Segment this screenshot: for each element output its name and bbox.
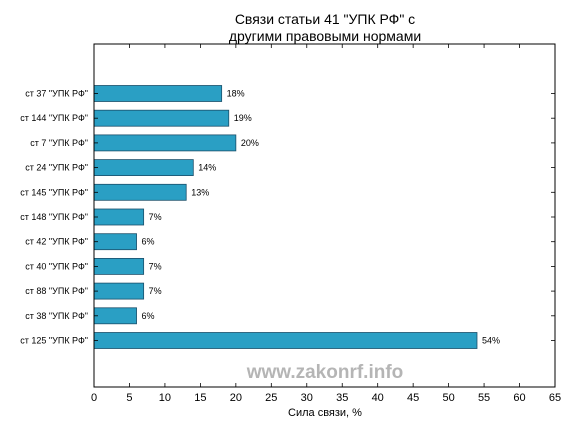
plot-area: ст 37 "УПК РФ" 18% ст 144 "УПК РФ" 19% ст 7 … (20, 43, 561, 404)
data-label: 6% (142, 237, 155, 247)
data-label: 7% (149, 261, 162, 271)
x-tick-label: 5 (126, 392, 132, 404)
x-tick-label: 50 (442, 392, 454, 404)
data-label: 7% (149, 286, 162, 296)
data-label: 6% (142, 311, 155, 321)
category-label: ст 37 "УПК РФ" (25, 89, 88, 99)
category-label: ст 40 "УПК РФ" (25, 261, 88, 271)
data-label: 7% (149, 212, 162, 222)
chart-title-line-1: Связи статьи 41 "УПК РФ" с (235, 11, 415, 27)
category-label: ст 145 "УПК РФ" (20, 187, 88, 197)
bar (93, 183, 187, 201)
x-tick-label: 55 (478, 392, 490, 404)
bar (93, 233, 137, 251)
bar (93, 208, 145, 226)
bar (93, 134, 237, 152)
category-label: ст 38 "УПК РФ" (25, 311, 88, 321)
bar (93, 159, 194, 177)
bar (93, 332, 478, 349)
x-tick-label: 0 (91, 392, 97, 404)
bar (93, 85, 223, 102)
bar (93, 257, 145, 275)
watermark: www.zakonrf.info (246, 362, 404, 383)
data-label: 19% (234, 113, 252, 123)
chart-title-line-2: другими правовыми нормами (229, 28, 421, 44)
category-label: ст 24 "УПК РФ" (25, 163, 88, 173)
x-tick-label: 20 (230, 392, 242, 404)
category-label: ст 7 "УПК РФ" (30, 138, 88, 148)
data-label: 14% (198, 163, 216, 173)
x-tick-label: 10 (159, 392, 171, 404)
category-label: ст 88 "УПК РФ" (25, 286, 88, 296)
x-tick-label: 25 (265, 392, 277, 404)
bar (93, 307, 137, 325)
x-tick-label: 60 (513, 392, 525, 404)
x-tick-label: 30 (301, 392, 313, 404)
category-label: ст 125 "УПК РФ" (20, 336, 88, 346)
data-label: 13% (191, 187, 209, 197)
category-label: ст 42 "УПК РФ" (25, 237, 88, 247)
data-label: 20% (241, 138, 259, 148)
category-label: ст 148 "УПК РФ" (20, 212, 88, 222)
x-tick-label: 15 (194, 392, 206, 404)
chart-title: Связи статьи 41 "УПК РФ" с другими право… (229, 11, 421, 44)
data-label: 18% (227, 89, 245, 99)
x-tick-label: 65 (549, 392, 561, 404)
x-tick-label: 45 (407, 392, 419, 404)
bar (93, 109, 230, 127)
bar (93, 282, 145, 300)
data-label: 54% (482, 336, 500, 346)
category-label: ст 144 "УПК РФ" (20, 113, 88, 123)
x-tick-label: 35 (336, 392, 348, 404)
plot-frame (93, 43, 556, 388)
x-axis-label: Сила связи, % (288, 407, 362, 419)
x-tick-label: 40 (372, 392, 384, 404)
